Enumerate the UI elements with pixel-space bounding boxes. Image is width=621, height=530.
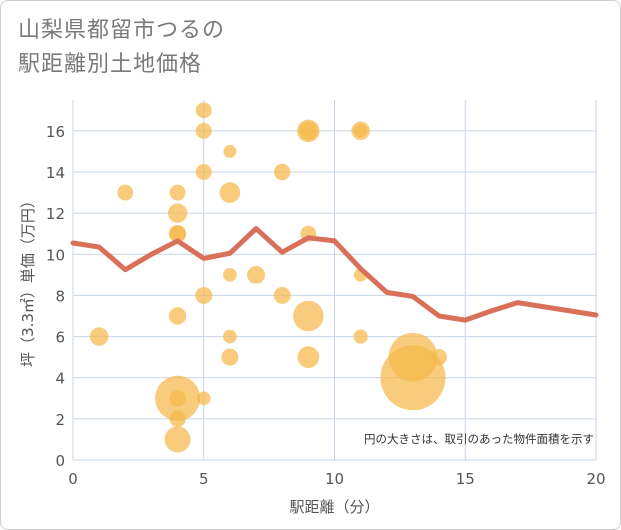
data-point (223, 144, 237, 158)
data-point (168, 307, 187, 325)
data-point (293, 300, 324, 332)
data-point (195, 122, 212, 139)
y-tick-label: 0 (55, 452, 65, 470)
title-line-1: 山梨県都留市つるの (18, 18, 226, 43)
data-point (196, 391, 211, 406)
data-point (169, 225, 186, 242)
data-point (169, 184, 186, 201)
y-tick-label: 4 (55, 370, 65, 388)
data-point (299, 121, 318, 141)
x-tick-label: 20 (586, 470, 605, 488)
y-axis-label: 坪（3.3㎡）単価（万円） (19, 193, 37, 367)
size-note: 円の大きさは、取引のあった物件面積を示す (364, 432, 594, 446)
data-point (89, 327, 109, 346)
data-point (273, 286, 291, 304)
data-point (195, 286, 213, 304)
y-tick-label: 10 (46, 246, 65, 264)
x-tick-label: 15 (456, 470, 475, 488)
data-point (353, 329, 368, 344)
data-point (223, 268, 237, 282)
data-point (219, 182, 241, 203)
y-tick-label: 6 (55, 329, 65, 347)
data-point (167, 203, 188, 223)
y-tick-label: 8 (55, 287, 65, 305)
x-axis-label: 駅距離（分） (289, 498, 379, 516)
data-point (195, 164, 212, 180)
data-point (195, 102, 212, 119)
x-tick-label: 0 (68, 470, 78, 488)
y-tick-label: 12 (46, 205, 65, 223)
data-point (431, 349, 448, 366)
data-point (221, 348, 239, 366)
data-point (223, 329, 237, 344)
data-point (169, 410, 186, 428)
data-point (247, 265, 266, 284)
average-line (70, 226, 599, 323)
data-point (380, 345, 446, 411)
data-point (273, 163, 291, 181)
tick-labels: 0 2 4 6 8 10 12 14 16 0 5 10 15 20 (46, 123, 606, 488)
data-point (117, 184, 134, 201)
data-point (297, 346, 320, 369)
y-tick-label: 14 (46, 164, 65, 182)
title-line-2: 駅距離別土地価格 (18, 52, 203, 77)
chart-title: 山梨県都留市つるの 駅距離別土地価格 (18, 14, 225, 82)
y-tick-label: 2 (55, 411, 65, 429)
y-tick-label: 16 (46, 123, 65, 141)
data-point (354, 124, 368, 138)
data-point (169, 390, 186, 407)
bubbles (89, 102, 448, 453)
x-tick-label: 10 (325, 470, 344, 488)
trend-lines (70, 226, 599, 323)
data-point (164, 426, 191, 453)
grid (72, 100, 597, 461)
x-tick-label: 5 (199, 470, 209, 488)
